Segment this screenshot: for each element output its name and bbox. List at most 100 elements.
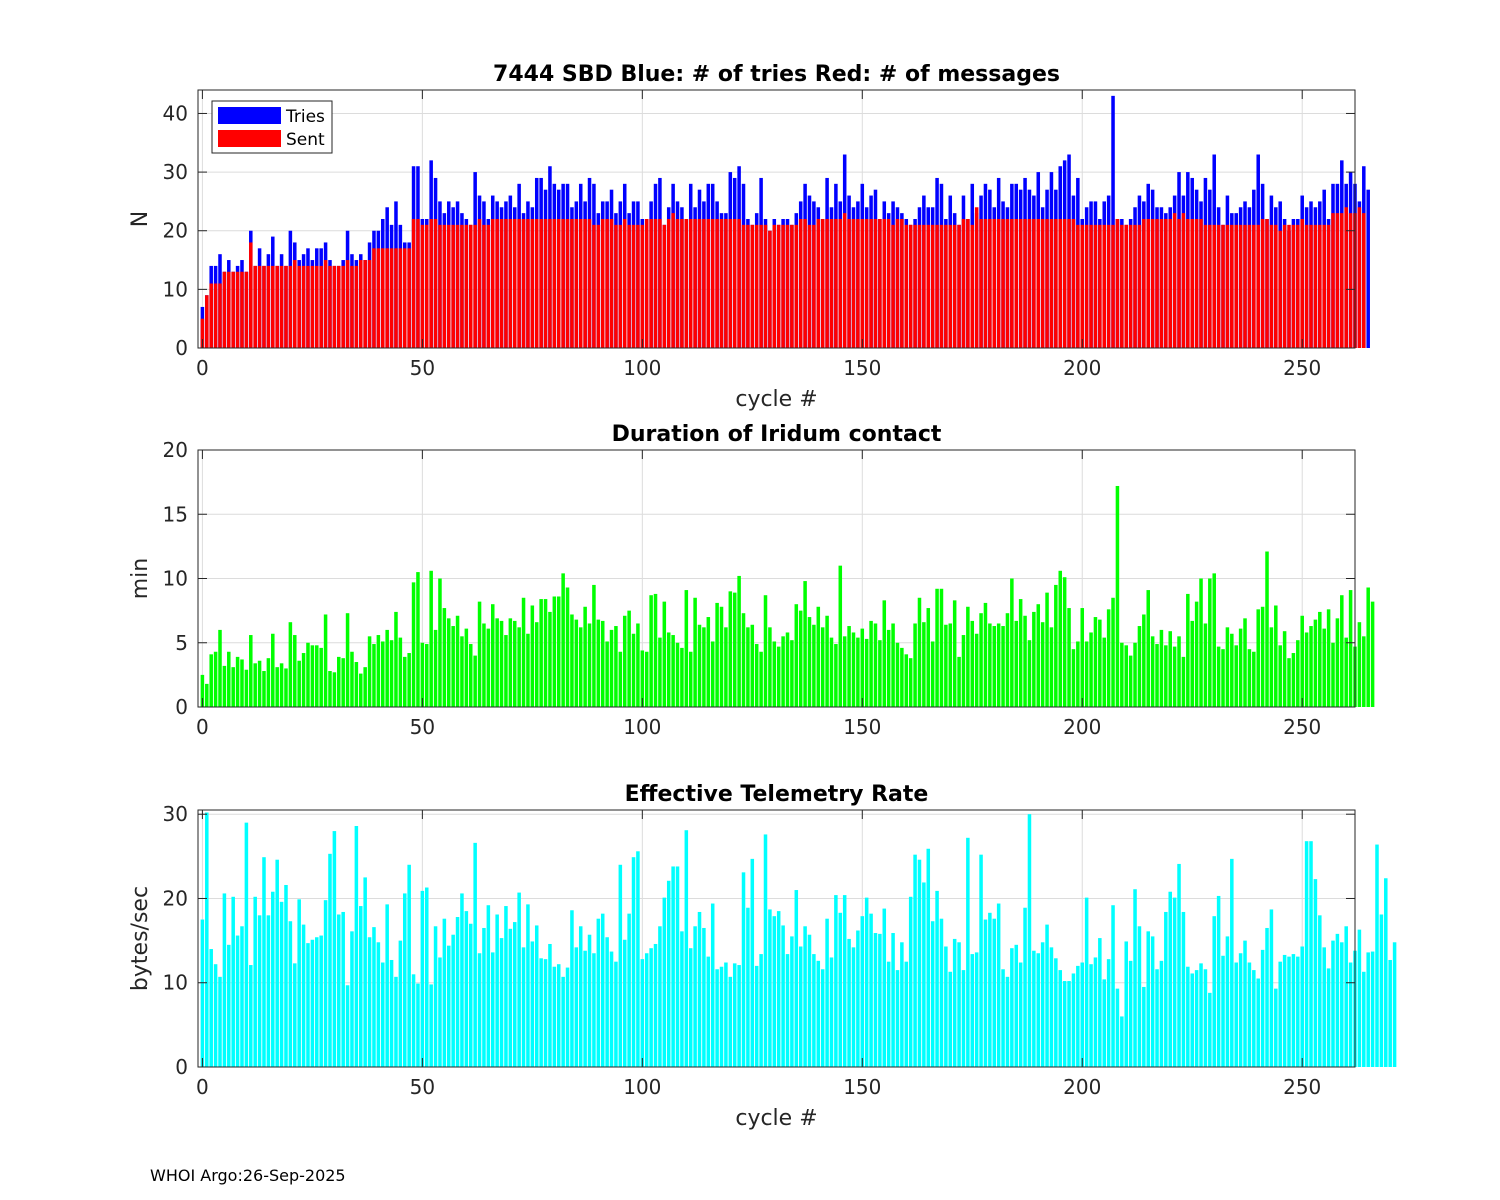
bar-rate <box>680 931 684 1067</box>
bar-sent <box>1155 219 1159 348</box>
bar-sent <box>1124 224 1128 348</box>
bar-rate <box>468 923 473 1067</box>
bar-rate <box>1168 891 1172 1067</box>
bar-sent <box>425 224 429 348</box>
bar-rate <box>574 947 579 1067</box>
bar-rate <box>350 931 354 1067</box>
bar-sent <box>829 219 834 348</box>
bar-sent <box>609 219 614 348</box>
bar-duration <box>1274 605 1278 707</box>
bar-rate <box>495 914 499 1067</box>
bar-duration <box>200 674 205 708</box>
bar-rate <box>552 966 557 1067</box>
x-tick-label: 250 <box>1283 715 1321 739</box>
bar-duration <box>301 653 306 707</box>
bar-duration <box>495 618 499 707</box>
bar-duration <box>697 624 702 707</box>
bar-sent <box>420 224 425 348</box>
legend: Tries Sent <box>211 100 333 154</box>
bar-duration <box>447 618 451 707</box>
bar-rate <box>460 893 464 1067</box>
bar-sent <box>495 219 499 348</box>
bar-duration <box>794 604 799 707</box>
bar-duration <box>803 581 807 707</box>
bar-duration <box>864 638 869 707</box>
x-tick-label: 50 <box>410 1075 435 1099</box>
bar-rate <box>451 934 455 1067</box>
bar-rate <box>926 848 931 1067</box>
bar-sent <box>319 265 323 348</box>
bar-duration <box>486 628 491 707</box>
bar-rate <box>851 947 856 1067</box>
bar-sent <box>284 265 288 348</box>
bar-sent <box>244 271 249 348</box>
bar-duration <box>306 642 310 707</box>
bar-duration <box>974 633 979 707</box>
bar-sent <box>1296 224 1300 348</box>
bar-duration <box>666 632 671 707</box>
bar-duration <box>381 641 385 707</box>
bar-duration <box>961 635 966 707</box>
bar-sent <box>605 219 609 348</box>
bar-sent <box>1076 224 1080 348</box>
bar-sent <box>847 219 851 348</box>
bar-sent <box>578 219 583 348</box>
bar-duration <box>649 595 653 707</box>
bar-sent <box>367 260 372 348</box>
bar-sent <box>1322 224 1326 348</box>
bar-sent <box>1111 224 1115 348</box>
bar-rate <box>222 893 227 1067</box>
x-tick-label: 200 <box>1063 715 1101 739</box>
bar-rate <box>1018 962 1023 1067</box>
bar-rate <box>895 970 900 1067</box>
bar-sent <box>908 224 913 348</box>
bar-rate <box>737 965 741 1067</box>
bar-rate <box>398 940 403 1067</box>
bar-sent <box>1331 213 1335 348</box>
bar-sent <box>1269 224 1274 348</box>
bar-rate <box>1058 970 1063 1067</box>
bar-sent <box>649 219 653 348</box>
bar-rate <box>521 947 526 1067</box>
bar-duration <box>1062 577 1067 707</box>
x-tick-label: 0 <box>196 1075 209 1099</box>
bar-rate <box>1370 951 1375 1067</box>
bar-duration <box>939 588 944 707</box>
bar-rate <box>1190 973 1194 1067</box>
bar-duration <box>746 627 750 707</box>
bar-sent <box>1247 224 1252 348</box>
bar-rate <box>939 918 944 1067</box>
bar-rate <box>367 937 372 1067</box>
bar-duration <box>433 629 438 707</box>
bar-duration <box>1335 618 1340 707</box>
y-tick-label: 0 <box>175 1055 188 1079</box>
bar-rate <box>1076 965 1080 1067</box>
bar-rate <box>1102 979 1106 1067</box>
x-tick-label: 0 <box>196 356 209 380</box>
bar-sent <box>464 224 469 348</box>
chart-title: Duration of Iridum contact <box>612 422 942 447</box>
bar-rate <box>1291 954 1296 1067</box>
bar-rate <box>1379 914 1384 1067</box>
bar-rate <box>429 984 433 1067</box>
bar-rate <box>1269 909 1274 1067</box>
bar-duration <box>873 623 878 707</box>
bar-duration <box>1366 587 1370 707</box>
bar-duration <box>473 655 477 707</box>
bar-duration <box>1348 590 1353 707</box>
bar-sent <box>359 260 363 348</box>
bar-duration <box>227 651 231 707</box>
bar-duration <box>785 632 790 707</box>
bar-sent <box>842 213 847 348</box>
bar-sent <box>1080 224 1085 348</box>
bar-sent <box>596 224 601 348</box>
bar-duration <box>1142 614 1146 707</box>
bar-rate <box>1155 969 1159 1067</box>
bar-rate <box>556 964 561 1067</box>
bar-duration <box>429 570 433 707</box>
bar-sent <box>504 219 508 348</box>
bar-duration <box>376 635 381 707</box>
bar-sent <box>1084 224 1089 348</box>
bar-sent <box>860 219 865 348</box>
bar-sent <box>838 219 843 348</box>
